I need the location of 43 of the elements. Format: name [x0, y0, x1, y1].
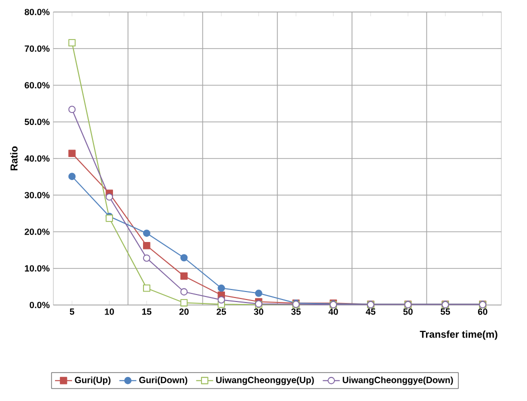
- y-tick-label: 70.0%: [24, 45, 50, 52]
- point: [68, 172, 76, 180]
- point: [143, 284, 150, 292]
- y-tick-label: 40.0%: [24, 155, 50, 162]
- x-tick-label: 45: [366, 308, 376, 315]
- point: [143, 254, 150, 262]
- x-tick-label: 55: [440, 308, 450, 315]
- y-tick-label: 50.0%: [24, 118, 50, 126]
- y-tick-label: 10.0%: [24, 265, 50, 272]
- point: [68, 106, 76, 114]
- point: [180, 288, 188, 296]
- x-tick-label: 15: [142, 308, 152, 315]
- x-tick-label: 30: [254, 308, 264, 315]
- y-tick-label: 0.0%: [30, 302, 50, 308]
- y-tick-label: 30.0%: [24, 192, 50, 198]
- legend-label: Guri(Up): [74, 376, 110, 385]
- x-tick-label: 20: [179, 308, 189, 315]
- legend-label: Guri(Down): [139, 376, 188, 385]
- x-tick-label: 5: [70, 308, 74, 315]
- x-tick-label: 60: [478, 308, 488, 315]
- y-tick-label: 80.0%: [24, 8, 50, 16]
- point: [180, 299, 188, 306]
- point: [143, 230, 150, 237]
- y-axis-title: Ratio: [10, 146, 18, 170]
- point: [180, 272, 188, 280]
- point: [218, 296, 225, 304]
- y-tick-label: 60.0%: [24, 82, 50, 88]
- x-tick-label: 10: [104, 308, 114, 315]
- legend-label: UiwangCheonggye(Down): [342, 376, 453, 385]
- x-axis-title: Transfer time(m): [420, 330, 498, 340]
- point: [68, 39, 76, 46]
- point: [218, 284, 225, 292]
- x-tick-label: 40: [328, 308, 338, 315]
- x-tick-label: 35: [291, 308, 301, 315]
- x-tick-label: 50: [403, 308, 413, 315]
- x-tick-label: 25: [216, 308, 226, 315]
- point: [68, 150, 76, 158]
- point: [143, 242, 150, 250]
- legend-label: UiwangCheonggye(Up): [216, 376, 314, 385]
- y-tick-label: 20.0%: [24, 228, 50, 235]
- point: [106, 193, 113, 201]
- point: [255, 290, 262, 297]
- point: [180, 254, 188, 262]
